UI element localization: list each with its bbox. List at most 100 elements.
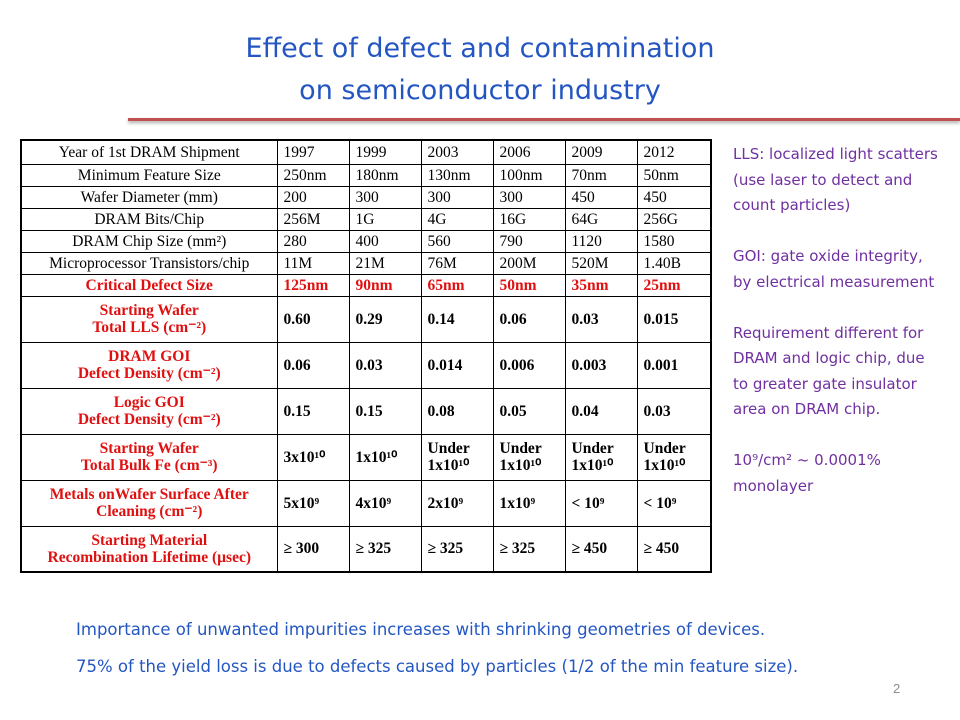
row-label: Critical Defect Size xyxy=(20,273,278,297)
table-row: Critical Defect Size 125nm 90nm 65nm 50nm 35n… xyxy=(20,273,712,297)
table-row: Minimum Feature Size 250nm 180nm 130nm 100nm… xyxy=(20,163,712,187)
table-cell: 0.60 xyxy=(276,295,350,343)
table-row: DRAM GOI Defect Density (cm⁻²) 0.06 0.03 0.… xyxy=(20,341,712,389)
table-cell: 0.03 xyxy=(564,295,638,343)
table-cell: 1.40B xyxy=(636,251,712,275)
row-label: Starting Wafer Total Bulk Fe (cm⁻³) xyxy=(20,433,278,481)
table-cell: 4G xyxy=(420,207,494,231)
page-number: 2 xyxy=(893,681,901,696)
row-label: DRAM GOI Defect Density (cm⁻²) xyxy=(20,341,278,389)
table-row: Microprocessor Transistors/chip 11M 21M 76M… xyxy=(20,251,712,275)
note-goi: GOI: gate oxide integrity, by electrical… xyxy=(733,247,935,291)
table-cell: 0.03 xyxy=(636,387,712,435)
table-row: Starting Wafer Total LLS (cm⁻²) 0.60 0.29 0… xyxy=(20,295,712,343)
table-cell: 1120 xyxy=(564,229,638,253)
title-divider xyxy=(128,118,960,121)
row-label: Logic GOI Defect Density (cm⁻²) xyxy=(20,387,278,435)
table-row: Starting Material Recombination Lifetime… xyxy=(20,525,712,573)
table-cell: 35nm xyxy=(564,273,638,297)
roadmap-table: Year of 1st DRAM Shipment 1997 1999 2003 200… xyxy=(20,139,712,573)
table-cell: ≥ 300 xyxy=(276,525,350,573)
table-cell: < 10⁹ xyxy=(636,479,712,527)
table-cell: 450 xyxy=(564,185,638,209)
table-cell: 180nm xyxy=(348,163,422,187)
table-cell: 0.006 xyxy=(492,341,566,389)
note-lls: LLS: localized light scatters (use laser… xyxy=(733,145,938,214)
table-cell: 200 xyxy=(276,185,350,209)
table-cell: 90nm xyxy=(348,273,422,297)
table-cell: 520M xyxy=(564,251,638,275)
table-header-year: 2003 xyxy=(420,139,494,165)
table-cell: < 10⁹ xyxy=(564,479,638,527)
table-cell: 3x10¹⁰ xyxy=(276,433,350,481)
footer-line-1: Importance of unwanted impurities increa… xyxy=(76,620,766,639)
roadmap-table-body: Year of 1st DRAM Shipment 1997 1999 2003 200… xyxy=(20,139,712,573)
table-cell: 100nm xyxy=(492,163,566,187)
table-cell: 0.001 xyxy=(636,341,712,389)
table-cell: 0.06 xyxy=(276,341,350,389)
table-cell: 250nm xyxy=(276,163,350,187)
table-cell: 200M xyxy=(492,251,566,275)
note-requirement: Requirement different for DRAM and logic… xyxy=(733,323,925,419)
table-cell: 0.06 xyxy=(492,295,566,343)
row-label: Metals onWafer Surface After Cleaning (c… xyxy=(20,479,278,527)
side-notes: LLS: localized light scatters (use laser… xyxy=(733,142,943,499)
table-cell: Under 1x10¹⁰ xyxy=(420,433,494,481)
table-cell: 0.08 xyxy=(420,387,494,435)
table-cell: 65nm xyxy=(420,273,494,297)
table-cell: 130nm xyxy=(420,163,494,187)
table-cell: 1580 xyxy=(636,229,712,253)
footer-line-2: 75% of the yield loss is due to defects … xyxy=(76,657,799,676)
row-label: Starting Material Recombination Lifetime… xyxy=(20,525,278,573)
table-cell: 16G xyxy=(492,207,566,231)
table-cell: 256G xyxy=(636,207,712,231)
table-header-label: Year of 1st DRAM Shipment xyxy=(20,139,278,165)
row-label: DRAM Bits/Chip xyxy=(20,207,278,231)
table-cell: 5x10⁹ xyxy=(276,479,350,527)
table-cell: 0.003 xyxy=(564,341,638,389)
table-cell: 125nm xyxy=(276,273,350,297)
table-row: DRAM Chip Size (mm²) 280 400 560 790 1120 1580 xyxy=(20,229,712,253)
slide-title-line-1: Effect of defect and contamination xyxy=(245,33,715,64)
table-cell: 25nm xyxy=(636,273,712,297)
table-header-year: 2012 xyxy=(636,139,712,165)
table-cell: 1G xyxy=(348,207,422,231)
table-cell: 560 xyxy=(420,229,494,253)
table-cell: 300 xyxy=(348,185,422,209)
table-cell: 21M xyxy=(348,251,422,275)
table-cell: 50nm xyxy=(492,273,566,297)
table-cell: 76M xyxy=(420,251,494,275)
row-label: Wafer Diameter (mm) xyxy=(20,185,278,209)
table-cell: 0.15 xyxy=(348,387,422,435)
row-label: Starting Wafer Total LLS (cm⁻²) xyxy=(20,295,278,343)
table-cell: 1x10⁹ xyxy=(492,479,566,527)
table-row: Metals onWafer Surface After Cleaning (c… xyxy=(20,479,712,527)
table-cell: 400 xyxy=(348,229,422,253)
slide-title-line-2: on semiconductor industry xyxy=(299,75,661,106)
table-cell: 0.03 xyxy=(348,341,422,389)
table-cell: 450 xyxy=(636,185,712,209)
table-cell: 300 xyxy=(492,185,566,209)
table-row: Starting Wafer Total Bulk Fe (cm⁻³) 3x10¹… xyxy=(20,433,712,481)
table-cell: 0.015 xyxy=(636,295,712,343)
table-cell: 50nm xyxy=(636,163,712,187)
table-cell: 280 xyxy=(276,229,350,253)
table-cell: 11M xyxy=(276,251,350,275)
row-label: Microprocessor Transistors/chip xyxy=(20,251,278,275)
table-cell: ≥ 325 xyxy=(492,525,566,573)
table-cell: 4x10⁹ xyxy=(348,479,422,527)
table-cell: 300 xyxy=(420,185,494,209)
slide-title: Effect of defect and contamination on se… xyxy=(0,28,960,112)
table-cell: 2x10⁹ xyxy=(420,479,494,527)
table-cell: ≥ 450 xyxy=(564,525,638,573)
table-cell: ≥ 450 xyxy=(636,525,712,573)
note-monolayer: 10⁹/cm² ~ 0.0001% monolayer xyxy=(733,451,881,495)
table-header-year: 2006 xyxy=(492,139,566,165)
table-cell: 0.05 xyxy=(492,387,566,435)
table-cell: 70nm xyxy=(564,163,638,187)
row-label: Minimum Feature Size xyxy=(20,163,278,187)
table-row: Wafer Diameter (mm) 200 300 300 300 450 450 xyxy=(20,185,712,209)
table-row: Logic GOI Defect Density (cm⁻²) 0.15 0.15 0… xyxy=(20,387,712,435)
table-cell: Under 1x10¹⁰ xyxy=(636,433,712,481)
table-cell: ≥ 325 xyxy=(348,525,422,573)
